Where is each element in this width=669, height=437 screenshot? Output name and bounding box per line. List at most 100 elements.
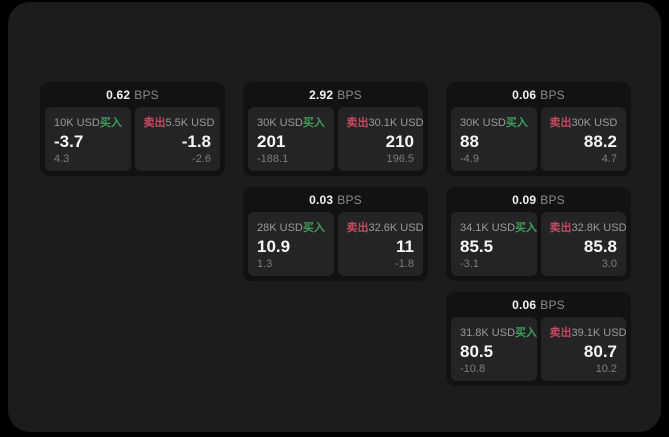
- sell-delta: 4.7: [601, 153, 617, 165]
- bps-value: 0.03: [309, 192, 334, 207]
- buy-notional-label: 30K USD: [460, 117, 506, 129]
- buy-delta: -3.1: [460, 258, 479, 270]
- buy-tile-header: 30K USD 买入: [257, 114, 325, 130]
- buy-tile[interactable]: 30K USD 买入 88 -4.9: [451, 107, 537, 171]
- sell-side-label: 卖出: [346, 222, 369, 234]
- sell-delta: 196.5: [386, 153, 414, 165]
- buy-delta: 1.3: [257, 258, 273, 270]
- buy-tile-header: 31.8K USD 买入: [460, 324, 537, 340]
- sell-side-label: 卖出: [549, 327, 572, 339]
- buy-notional-label: 10K USD: [54, 117, 100, 129]
- quote-card: 0.06 BPS 30K USD 买入 88 -4.9 卖出 30K USD 8…: [446, 82, 631, 176]
- bps-header: 2.92 BPS: [248, 82, 423, 107]
- buy-price: -3.7: [54, 131, 84, 151]
- buy-tile-header: 28K USD 买入: [257, 219, 325, 235]
- buy-side-label: 买入: [515, 222, 538, 234]
- buy-delta: -188.1: [257, 153, 289, 165]
- sell-delta: 10.2: [595, 363, 617, 375]
- buy-price: 88: [460, 131, 479, 151]
- buy-tile[interactable]: 30K USD 买入 201 -188.1: [248, 107, 334, 171]
- sell-side-label: 卖出: [346, 117, 369, 129]
- sell-delta: 3.0: [601, 258, 617, 270]
- sell-side-label: 卖出: [549, 117, 572, 129]
- bps-value: 2.92: [309, 87, 334, 102]
- buy-tile-header: 34.1K USD 买入: [460, 219, 537, 235]
- buy-delta: 4.3: [54, 153, 70, 165]
- sell-tile-header: 卖出 30K USD: [550, 114, 618, 130]
- sell-price: -1.8: [181, 131, 211, 151]
- sell-price: 210: [385, 131, 414, 151]
- buy-tile[interactable]: 10K USD 买入 -3.7 4.3: [45, 107, 131, 171]
- buy-tile[interactable]: 28K USD 买入 10.9 1.3: [248, 212, 334, 276]
- buy-tile-header: 10K USD 买入: [54, 114, 122, 130]
- quote-card: 0.62 BPS 10K USD 买入 -3.7 4.3 卖出 5.5K USD…: [40, 82, 225, 176]
- buy-delta: -10.8: [460, 363, 486, 375]
- bps-value: 0.62: [106, 87, 131, 102]
- sell-notional-label: 32.8K USD: [571, 222, 627, 234]
- sell-notional-label: 5.5K USD: [165, 117, 215, 129]
- buy-price: 10.9: [257, 236, 291, 256]
- quote-card: 0.06 BPS 31.8K USD 买入 80.5 -10.8 卖出 39.1…: [446, 292, 631, 386]
- buy-price: 201: [257, 131, 286, 151]
- buy-tile[interactable]: 31.8K USD 买入 80.5 -10.8: [451, 317, 537, 381]
- bps-unit: BPS: [134, 87, 159, 102]
- quote-card-body: 30K USD 买入 88 -4.9 卖出 30K USD 88.2 4.7: [451, 107, 626, 171]
- sell-tile-header: 卖出 39.1K USD: [549, 324, 627, 340]
- sell-tile[interactable]: 卖出 39.1K USD 80.7 10.2: [540, 317, 627, 381]
- sell-tile[interactable]: 卖出 32.6K USD 11 -1.8: [337, 212, 424, 276]
- buy-price: 80.5: [460, 341, 494, 361]
- buy-side-label: 买入: [302, 117, 325, 129]
- bps-unit: BPS: [540, 297, 565, 312]
- sell-price: 80.7: [583, 341, 617, 361]
- quote-card-body: 30K USD 买入 201 -188.1 卖出 30.1K USD 210 1…: [248, 107, 424, 171]
- sell-price: 88.2: [583, 131, 617, 151]
- sell-tile-header: 卖出 32.8K USD: [549, 219, 627, 235]
- sell-notional-label: 30.1K USD: [368, 117, 424, 129]
- quote-card-body: 31.8K USD 买入 80.5 -10.8 卖出 39.1K USD 80.…: [451, 317, 627, 381]
- quote-card-body: 34.1K USD 买入 85.5 -3.1 卖出 32.8K USD 85.8…: [451, 212, 627, 276]
- bps-header: 0.62 BPS: [45, 82, 220, 107]
- sell-tile-header: 卖出 32.6K USD: [346, 219, 424, 235]
- sell-tile[interactable]: 卖出 5.5K USD -1.8 -2.6: [134, 107, 220, 171]
- buy-tile-header: 30K USD 买入: [460, 114, 528, 130]
- sell-side-label: 卖出: [549, 222, 572, 234]
- sell-tile-header: 卖出 30.1K USD: [346, 114, 424, 130]
- buy-side-label: 买入: [99, 117, 122, 129]
- buy-notional-label: 28K USD: [257, 222, 303, 234]
- sell-price: 11: [396, 236, 414, 256]
- sell-side-label: 卖出: [143, 117, 166, 129]
- bps-value: 0.09: [512, 192, 537, 207]
- sell-delta: -2.6: [192, 153, 211, 165]
- sell-tile[interactable]: 卖出 30K USD 88.2 4.7: [540, 107, 626, 171]
- sell-tile[interactable]: 卖出 30.1K USD 210 196.5: [337, 107, 424, 171]
- buy-notional-label: 31.8K USD: [460, 327, 516, 339]
- bps-header: 0.03 BPS: [248, 187, 423, 212]
- bps-header: 0.06 BPS: [451, 82, 626, 107]
- quote-card: 0.03 BPS 28K USD 买入 10.9 1.3 卖出 32.6K US…: [243, 187, 428, 281]
- buy-tile[interactable]: 34.1K USD 买入 85.5 -3.1: [451, 212, 537, 276]
- app-panel: 0.62 BPS 10K USD 买入 -3.7 4.3 卖出 5.5K USD…: [8, 2, 661, 432]
- sell-tile[interactable]: 卖出 32.8K USD 85.8 3.0: [540, 212, 627, 276]
- bps-header: 0.06 BPS: [451, 292, 626, 317]
- quote-card-body: 28K USD 买入 10.9 1.3 卖出 32.6K USD 11 -1.8: [248, 212, 424, 276]
- sell-notional-label: 30K USD: [571, 117, 618, 129]
- quote-card-body: 10K USD 买入 -3.7 4.3 卖出 5.5K USD -1.8 -2.…: [45, 107, 220, 171]
- buy-side-label: 买入: [302, 222, 325, 234]
- sell-delta: -1.8: [395, 258, 414, 270]
- bps-unit: BPS: [337, 192, 362, 207]
- buy-side-label: 买入: [505, 117, 528, 129]
- bps-unit: BPS: [540, 87, 565, 102]
- sell-notional-label: 39.1K USD: [571, 327, 627, 339]
- sell-price: 85.8: [583, 236, 617, 256]
- buy-notional-label: 30K USD: [257, 117, 303, 129]
- bps-unit: BPS: [540, 192, 565, 207]
- buy-price: 85.5: [460, 236, 494, 256]
- bps-value: 0.06: [512, 297, 537, 312]
- bps-unit: BPS: [337, 87, 362, 102]
- buy-notional-label: 34.1K USD: [460, 222, 516, 234]
- buy-delta: -4.9: [460, 153, 479, 165]
- quote-card: 2.92 BPS 30K USD 买入 201 -188.1 卖出 30.1K …: [243, 82, 428, 176]
- bps-header: 0.09 BPS: [451, 187, 626, 212]
- sell-notional-label: 32.6K USD: [368, 222, 424, 234]
- cards-grid: 0.62 BPS 10K USD 买入 -3.7 4.3 卖出 5.5K USD…: [40, 82, 631, 386]
